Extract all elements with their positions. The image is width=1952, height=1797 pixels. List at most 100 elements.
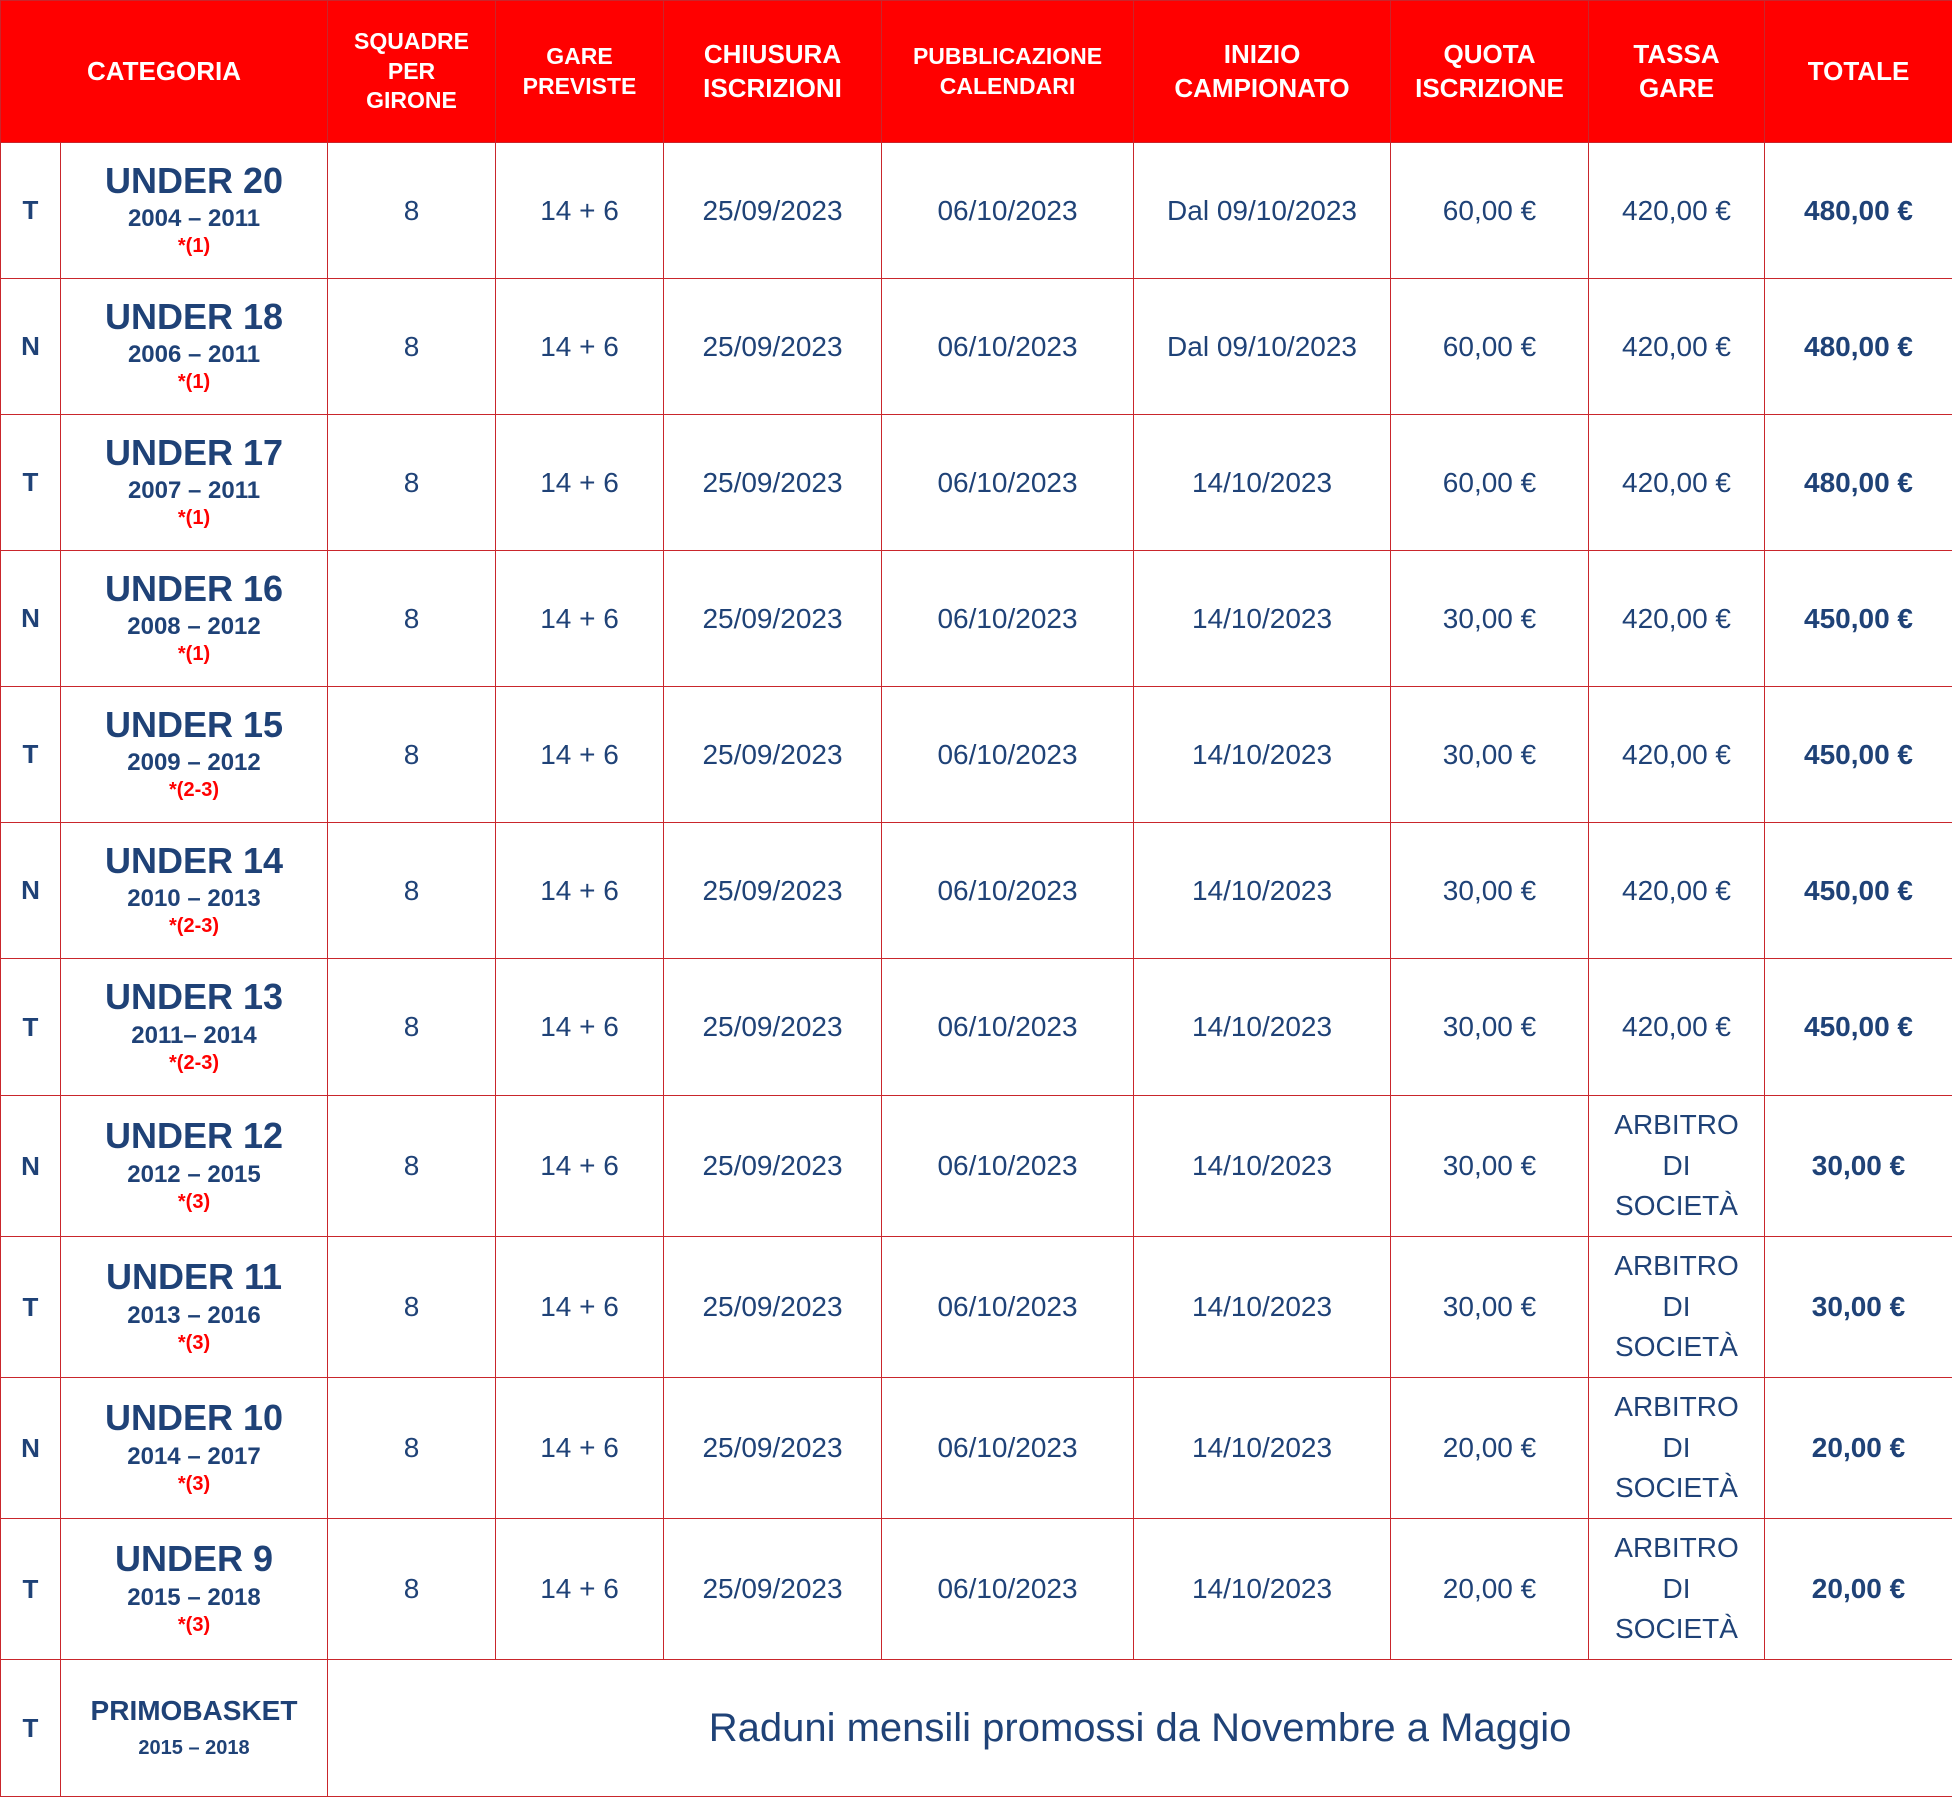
chiusura-cell: 25/09/2023 — [663, 550, 883, 687]
category-note: *(2-3) — [169, 1051, 220, 1074]
table-body: T UNDER 20 2004 – 2011 *(1) 8 14 + 6 25/09/202… — [0, 142, 1952, 1797]
category-name: UNDER 10 — [104, 1397, 284, 1438]
chiusura-cell: 25/09/2023 — [663, 414, 883, 551]
squadre-cell: 8 — [327, 414, 497, 551]
header-pubblicazione-calendari: PUBBLICAZIONE CALENDARI — [881, 0, 1135, 143]
squadre-cell: 8 — [327, 142, 497, 279]
gare-cell: 14 + 6 — [495, 414, 665, 551]
category-cell: UNDER 20 2004 – 2011 *(1) — [59, 142, 329, 279]
table-row: N UNDER 12 2012 – 2015 *(3) 8 14 + 6 25/09/202… — [0, 1095, 1952, 1237]
totale-cell: 450,00 € — [1764, 958, 1952, 1096]
category-note: *(2-3) — [169, 915, 220, 938]
header-gare-previste: GARE PREVISTE — [495, 0, 665, 143]
row-letter: T — [0, 958, 61, 1096]
gare-cell: 14 + 6 — [495, 822, 665, 959]
header-squadre-per-girone: SQUADRE PER GIRONE — [327, 0, 497, 143]
squadre-cell: 8 — [327, 1236, 497, 1378]
row-letter: N — [0, 822, 61, 959]
category-cell: UNDER 15 2009 – 2012 *(2-3) — [59, 686, 329, 823]
tassa-line: SOCIETÀ — [1615, 1331, 1738, 1363]
squadre-cell: 8 — [327, 550, 497, 687]
table-row: N UNDER 10 2014 – 2017 *(3) 8 14 + 6 25/09/202… — [0, 1377, 1952, 1519]
category-note: *(3) — [177, 1613, 211, 1636]
chiusura-cell: 25/09/2023 — [663, 1518, 883, 1660]
totale-cell: 30,00 € — [1764, 1236, 1952, 1378]
squadre-cell: 8 — [327, 822, 497, 959]
chiusura-cell: 25/09/2023 — [663, 686, 883, 823]
category-years: 2009 – 2012 — [127, 749, 261, 777]
row-letter: T — [0, 1236, 61, 1378]
totale-cell: 30,00 € — [1764, 1095, 1952, 1237]
inizio-cell: 14/10/2023 — [1133, 822, 1392, 959]
gare-cell: 14 + 6 — [495, 1236, 665, 1378]
totale-cell: 20,00 € — [1764, 1377, 1952, 1519]
category-years: 2008 – 2012 — [127, 613, 261, 641]
gare-cell: 14 + 6 — [495, 958, 665, 1096]
pubblicazione-cell: 06/10/2023 — [881, 278, 1135, 415]
quota-cell: 20,00 € — [1390, 1377, 1590, 1519]
totale-cell: 450,00 € — [1764, 686, 1952, 823]
tassa-line: DI — [1662, 1431, 1691, 1463]
category-name: UNDER 11 — [105, 1256, 283, 1297]
chiusura-cell: 25/09/2023 — [663, 278, 883, 415]
pubblicazione-cell: 06/10/2023 — [881, 142, 1135, 279]
category-cell: UNDER 10 2014 – 2017 *(3) — [59, 1377, 329, 1519]
row-letter: N — [0, 1095, 61, 1237]
inizio-cell: 14/10/2023 — [1133, 1095, 1392, 1237]
category-note: *(3) — [177, 1472, 211, 1495]
totale-cell: 480,00 € — [1764, 278, 1952, 415]
header-tassa-gare: TASSA GARE — [1588, 0, 1766, 143]
gare-cell: 14 + 6 — [495, 1377, 665, 1519]
inizio-cell: Dal 09/10/2023 — [1133, 142, 1392, 279]
pubblicazione-cell: 06/10/2023 — [881, 958, 1135, 1096]
pubblicazione-cell: 06/10/2023 — [881, 686, 1135, 823]
tassa-cell: 420,00 € — [1588, 822, 1766, 959]
quota-cell: 20,00 € — [1390, 1518, 1590, 1660]
tassa-cell: ARBITRO DI SOCIETÀ — [1588, 1236, 1766, 1378]
category-name: UNDER 9 — [114, 1538, 274, 1579]
chiusura-cell: 25/09/2023 — [663, 822, 883, 959]
category-cell: UNDER 14 2010 – 2013 *(2-3) — [59, 822, 329, 959]
category-years: 2015 – 2018 — [127, 1583, 261, 1611]
row-letter: N — [0, 1377, 61, 1519]
inizio-cell: 14/10/2023 — [1133, 550, 1392, 687]
gare-cell: 14 + 6 — [495, 686, 665, 823]
primobasket-description: Raduni mensili promossi da Novembre a Ma… — [327, 1659, 1952, 1797]
tassa-line: DI — [1662, 1572, 1691, 1604]
category-years: 2011– 2014 — [131, 1021, 257, 1049]
pubblicazione-cell: 06/10/2023 — [881, 1377, 1135, 1519]
category-years: 2015 – 2018 — [138, 1736, 250, 1759]
category-cell: UNDER 13 2011– 2014 *(2-3) — [59, 958, 329, 1096]
row-letter: N — [0, 278, 61, 415]
squadre-cell: 8 — [327, 1518, 497, 1660]
table-row: N UNDER 14 2010 – 2013 *(2-3) 8 14 + 6 25/09/2… — [0, 822, 1952, 959]
table-row: T UNDER 11 2013 – 2016 *(3) 8 14 + 6 25/09/202… — [0, 1236, 1952, 1378]
header-chiusura-iscrizioni: CHIUSURA ISCRIZIONI — [663, 0, 883, 143]
chiusura-cell: 25/09/2023 — [663, 1377, 883, 1519]
squadre-cell: 8 — [327, 1377, 497, 1519]
quota-cell: 30,00 € — [1390, 1236, 1590, 1378]
tassa-cell: 420,00 € — [1588, 278, 1766, 415]
table-row: T UNDER 20 2004 – 2011 *(1) 8 14 + 6 25/09/202… — [0, 142, 1952, 279]
tassa-line: SOCIETÀ — [1615, 1190, 1738, 1222]
tassa-line: ARBITRO — [1614, 1391, 1739, 1423]
totale-cell: 480,00 € — [1764, 414, 1952, 551]
row-letter: N — [0, 550, 61, 687]
category-name: UNDER 20 — [104, 159, 284, 201]
category-name: UNDER 12 — [104, 1115, 284, 1156]
gare-cell: 14 + 6 — [495, 1518, 665, 1660]
pubblicazione-cell: 06/10/2023 — [881, 414, 1135, 551]
tassa-line: DI — [1662, 1290, 1691, 1322]
totale-cell: 480,00 € — [1764, 142, 1952, 279]
squadre-cell: 8 — [327, 958, 497, 1096]
tassa-cell: 420,00 € — [1588, 958, 1766, 1096]
category-name: UNDER 14 — [104, 839, 284, 881]
inizio-cell: 14/10/2023 — [1133, 1518, 1392, 1660]
pubblicazione-cell: 06/10/2023 — [881, 1518, 1135, 1660]
category-cell: PRIMOBASKET 2015 – 2018 — [59, 1659, 329, 1797]
pubblicazione-cell: 06/10/2023 — [881, 550, 1135, 687]
category-name: UNDER 13 — [104, 976, 284, 1017]
category-cell: UNDER 9 2015 – 2018 *(3) — [59, 1518, 329, 1660]
table-row: T UNDER 9 2015 – 2018 *(3) 8 14 + 6 25/09/2023… — [0, 1518, 1952, 1660]
